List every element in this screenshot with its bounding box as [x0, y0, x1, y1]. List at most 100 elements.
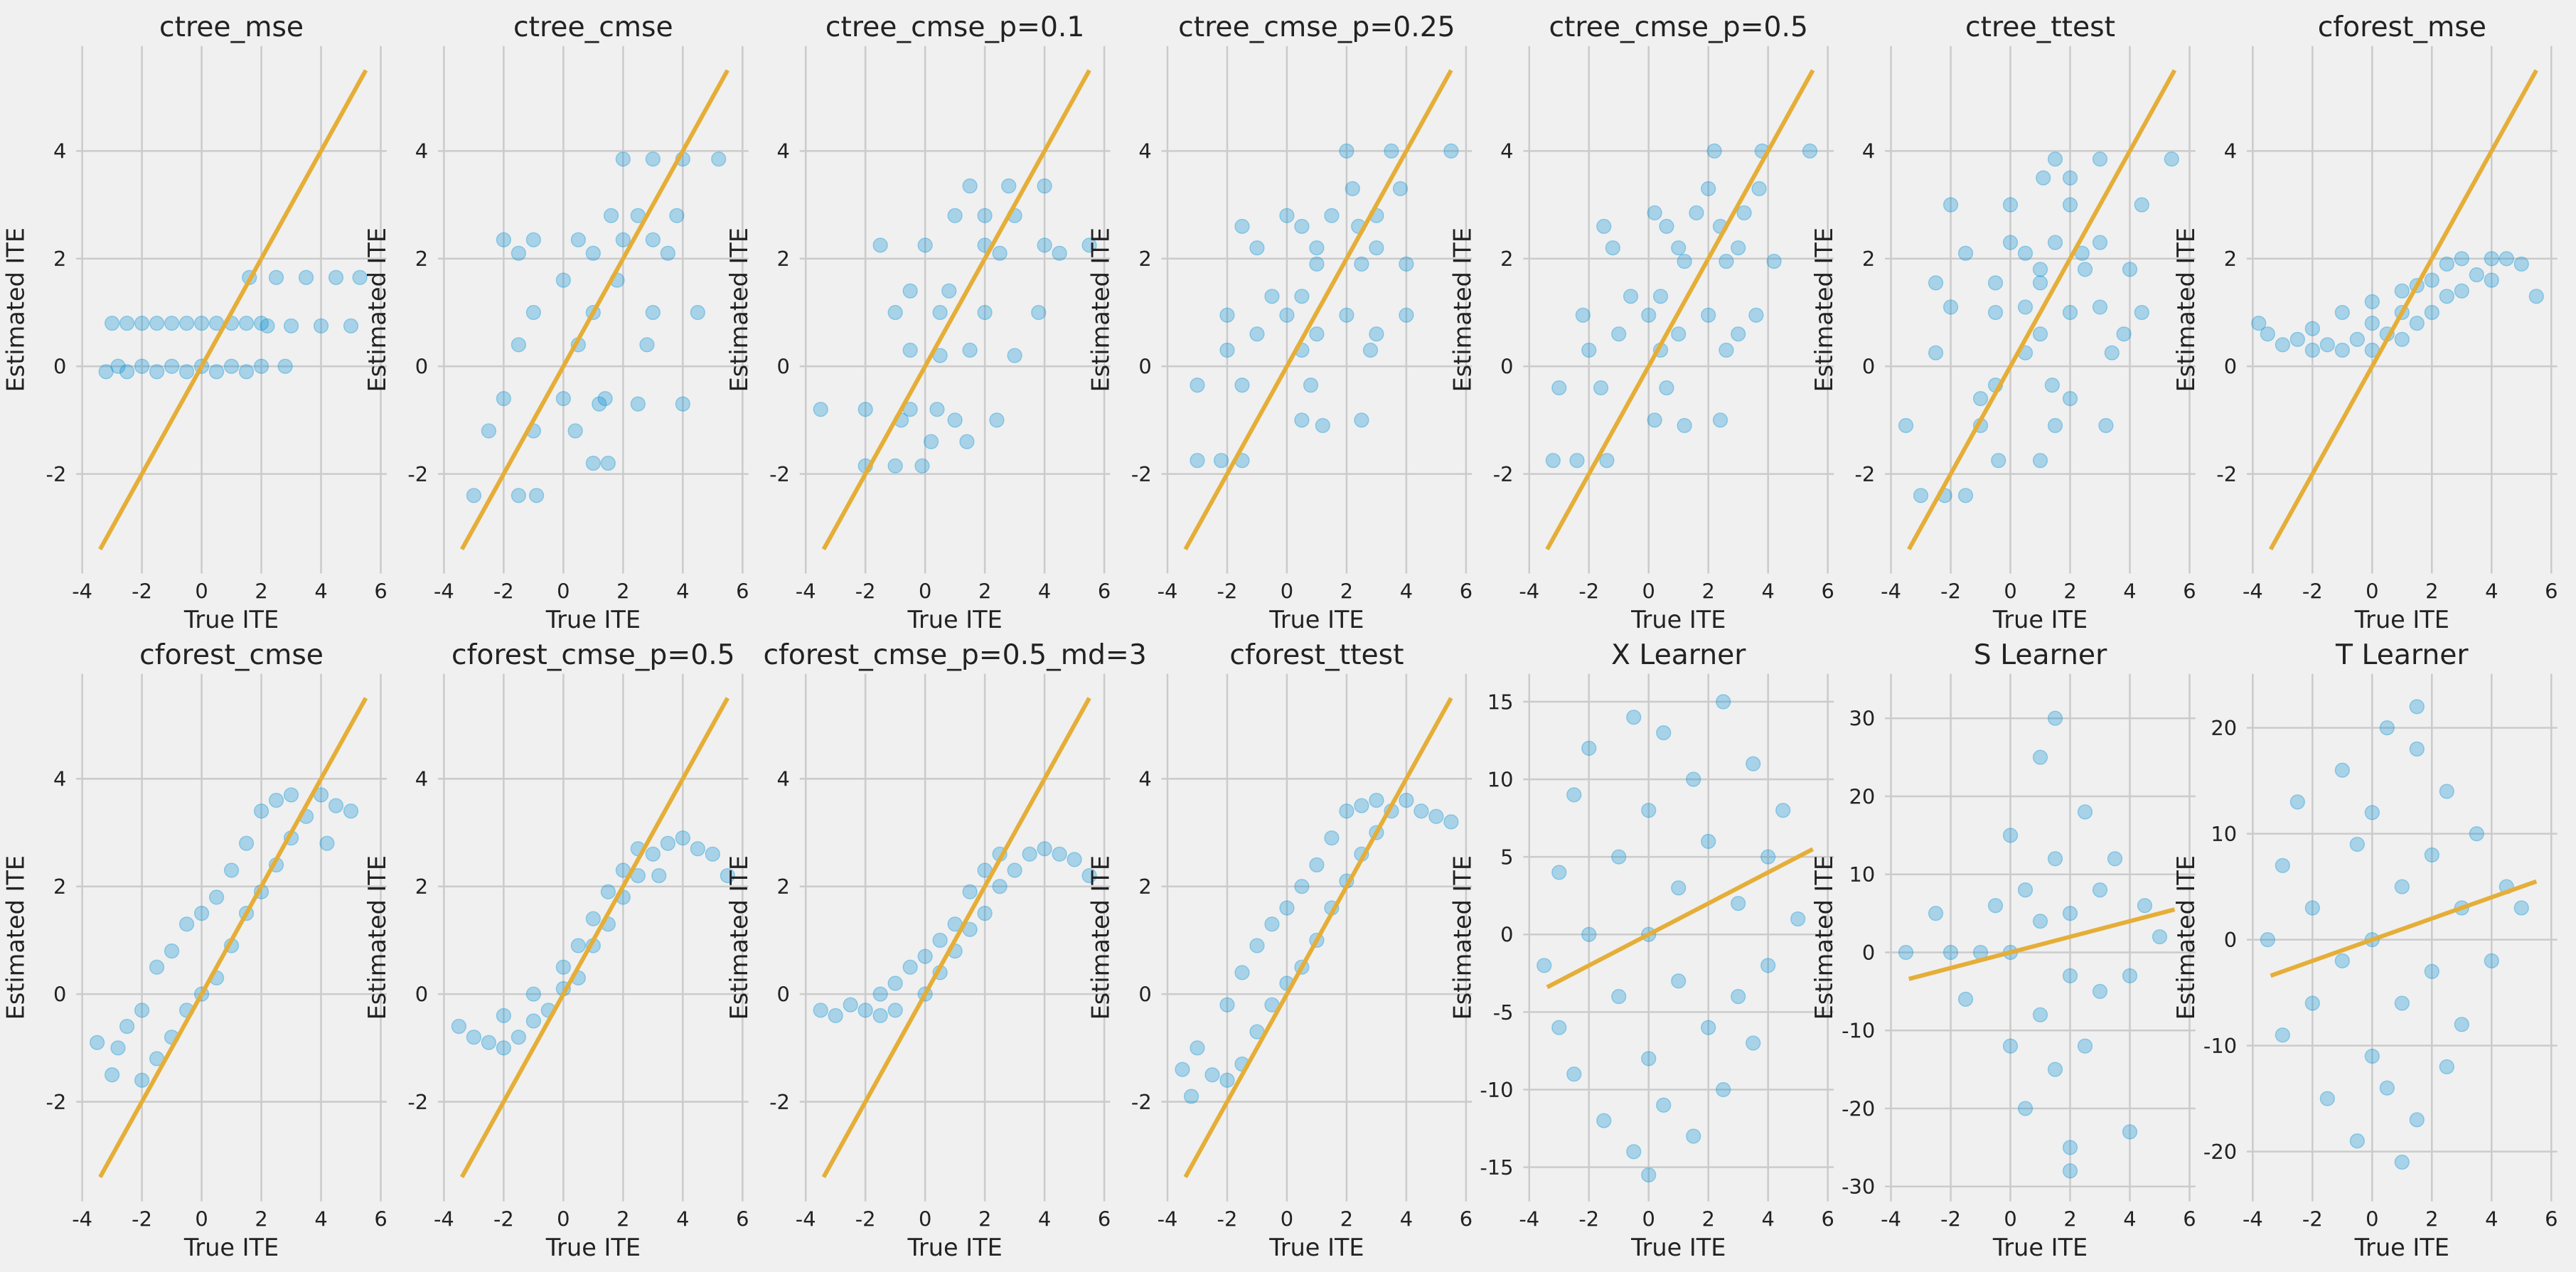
point — [525, 304, 542, 321]
point — [1731, 895, 1746, 912]
point — [2032, 453, 2048, 469]
x-tick-label: 0 — [557, 579, 570, 603]
point — [1052, 245, 1067, 261]
point — [2484, 272, 2499, 288]
x-tick-label: 2 — [978, 579, 991, 603]
point — [149, 364, 165, 380]
point — [1987, 898, 2004, 914]
point — [2260, 931, 2275, 948]
y-tick-label: -20 — [2203, 1140, 2237, 1164]
point — [1659, 218, 1674, 234]
point — [929, 402, 945, 417]
point — [567, 423, 583, 439]
y-tick-label: 2 — [1138, 247, 1151, 271]
reference-line — [1545, 69, 1815, 551]
point — [2469, 267, 2484, 283]
x-tick-label: -4 — [2243, 1207, 2263, 1231]
point — [2334, 762, 2350, 778]
point — [2002, 197, 2019, 213]
point — [962, 884, 978, 899]
point — [1596, 218, 1612, 234]
point — [2032, 326, 2048, 342]
point — [1183, 1089, 1199, 1104]
x-tick-label: 0 — [557, 1207, 570, 1231]
point — [947, 208, 963, 223]
point — [651, 867, 667, 884]
point — [1942, 197, 1959, 213]
point — [238, 315, 255, 331]
point — [2062, 390, 2078, 407]
reference-line — [459, 69, 729, 551]
point — [2134, 197, 2149, 213]
point — [1566, 1067, 1582, 1082]
point — [134, 358, 150, 374]
point — [1686, 771, 1701, 787]
point — [119, 315, 135, 331]
point — [1928, 905, 1944, 921]
point — [813, 1003, 828, 1018]
point — [660, 245, 675, 261]
y-tick-label: 10 — [1487, 767, 1514, 791]
x-axis-label: True ITE — [2354, 606, 2449, 634]
y-tick-label: 10 — [2211, 822, 2237, 846]
point — [1611, 326, 1627, 342]
point — [328, 798, 344, 813]
subplot-title: cforest_cmse — [139, 639, 324, 671]
point — [2017, 299, 2033, 315]
y-axis-label: Estimated ITE — [1087, 855, 1115, 1020]
point — [887, 304, 903, 321]
point — [600, 884, 616, 899]
y-tick-label: 20 — [2211, 716, 2237, 740]
point — [1264, 916, 1280, 932]
x-tick-label: 6 — [1098, 1207, 1111, 1231]
point — [451, 1018, 467, 1035]
point — [615, 232, 631, 247]
point — [496, 232, 512, 247]
point — [872, 1008, 888, 1024]
point — [481, 1035, 497, 1050]
x-tick-label: -4 — [72, 1207, 92, 1231]
point — [1716, 694, 1731, 710]
point — [1928, 345, 1944, 360]
point — [1623, 289, 1639, 304]
point — [2484, 953, 2499, 969]
point — [2032, 913, 2048, 929]
point — [2002, 828, 2019, 843]
point — [1719, 253, 1734, 269]
point — [2469, 825, 2484, 842]
point — [1551, 1020, 1567, 1035]
point — [1712, 412, 1728, 428]
x-tick-label: 6 — [1821, 579, 1834, 603]
point — [1647, 412, 1662, 428]
point — [1369, 326, 1384, 342]
point — [2092, 299, 2108, 315]
point — [1443, 143, 1459, 159]
y-tick-label: -2 — [1493, 462, 1514, 486]
point — [164, 315, 180, 331]
point — [1052, 846, 1067, 862]
x-tick-label: -4 — [1519, 1207, 1539, 1231]
point — [1001, 178, 1017, 194]
point — [675, 396, 690, 412]
point — [570, 232, 586, 247]
point — [1987, 275, 2004, 291]
subplot-title: X Learner — [1611, 639, 1746, 671]
point — [1213, 453, 1229, 469]
point — [2394, 879, 2410, 894]
point — [1656, 725, 1672, 741]
point — [525, 232, 542, 247]
y-axis-label: Estimated ITE — [2172, 855, 2200, 1020]
point — [705, 846, 720, 862]
point — [1991, 453, 2006, 469]
point — [2122, 1124, 2138, 1140]
point — [1545, 453, 1561, 469]
x-tick-label: -4 — [796, 1207, 816, 1231]
subplot: -4 -2 0 2 4 6 -15 -10 -5 0 5 10 15 X Learner True ITE E… — [1448, 639, 1834, 1261]
point — [959, 434, 975, 449]
y-tick-label: -10 — [2203, 1034, 2237, 1058]
point — [2047, 151, 2063, 167]
point — [268, 792, 284, 808]
point — [1566, 787, 1582, 803]
y-tick-label: -2 — [407, 462, 428, 486]
